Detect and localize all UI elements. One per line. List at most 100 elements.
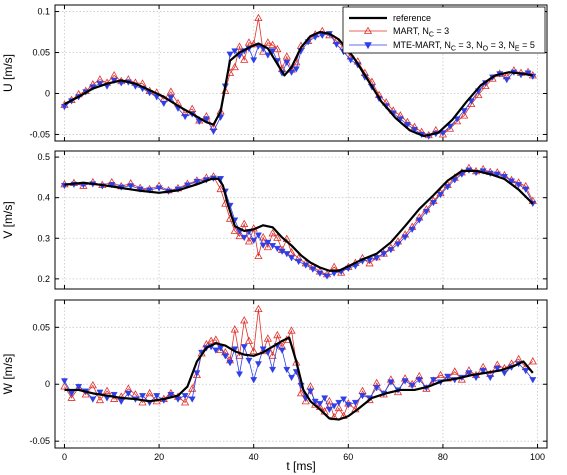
- point-mte-v-65: [522, 186, 530, 193]
- ytick-label-v-2: 0.4: [37, 193, 50, 203]
- point-mte-v-55: [451, 177, 459, 184]
- legend-subscript-mart-0: C: [429, 32, 434, 39]
- point-mte-v-22: [240, 234, 248, 242]
- point-mte-w-68: [465, 370, 473, 377]
- legend-marker-mte: [364, 42, 372, 50]
- point-mte-v-14: [193, 178, 201, 186]
- point-mart-w-41: [296, 388, 306, 397]
- point-mte-w-63: [429, 377, 437, 384]
- point-mart-w-77: [528, 357, 537, 365]
- point-mart-v-23: [244, 237, 254, 245]
- point-mte-w-4: [89, 396, 97, 403]
- point-mart-w-30: [244, 336, 254, 344]
- point-mte-u-29: [250, 57, 258, 64]
- plot-frame-w: [54, 299, 548, 449]
- point-mart-u-15: [166, 87, 176, 95]
- y-axis-label-w: W [m/s]: [1, 354, 15, 395]
- panel-w: -0.05 0 0.05 0 20 40 60 80 100 W [m/s]: [1, 299, 548, 462]
- point-mte-w-0: [60, 378, 68, 385]
- point-mart-w-10: [131, 390, 140, 398]
- point-mart-v-38: [330, 262, 339, 271]
- point-mte-u-54: [403, 122, 411, 129]
- point-mte-v-30: [278, 248, 286, 255]
- legend-text-mte: MTE-MART, N: [393, 40, 451, 50]
- point-mart-w-12: [145, 388, 154, 397]
- ytick-label-w-2: 0.05: [32, 322, 50, 332]
- point-mte-v-44: [373, 255, 381, 262]
- point-mte-w-29: [240, 344, 248, 351]
- xtick-label-w-5: 100: [530, 452, 545, 462]
- point-mte-v-7: [127, 183, 135, 190]
- point-mte-u-37: [288, 69, 296, 76]
- point-mte-v-27: [264, 239, 272, 247]
- point-mart-v-2: [79, 181, 88, 189]
- point-mte-u-68: [503, 77, 511, 84]
- point-mart-w-32: [254, 304, 263, 313]
- point-mte-w-32: [254, 361, 262, 368]
- xtick-label-w-3: 60: [343, 452, 353, 462]
- point-mte-w-39: [288, 374, 296, 382]
- point-mte-w-33: [259, 346, 267, 353]
- point-mte-u-32: [264, 52, 272, 59]
- point-mart-w-35: [268, 351, 277, 359]
- ytick-label-w-1: 0: [45, 379, 50, 389]
- ticks-w: -0.05 0 0.05 0 20 40 60 80 100: [29, 300, 547, 462]
- point-mte-v-10: [155, 185, 163, 192]
- ytick-label-u-2: 0.05: [32, 48, 50, 58]
- point-mte-w-76: [522, 368, 530, 375]
- point-mart-w-39: [287, 326, 296, 334]
- legend-rest-mart-0: = 3: [434, 26, 449, 36]
- point-mart-w-64: [436, 370, 445, 379]
- legend-subscript-mte-2: E: [515, 46, 520, 53]
- point-mte-w-17: [181, 393, 189, 400]
- legend-swatch-mte: [349, 42, 387, 50]
- point-mte-u-46: [347, 57, 355, 64]
- point-mart-v-28: [268, 228, 277, 237]
- panel-u: -0.05 0 0.05 0.1 U [m/s]: [1, 4, 548, 142]
- point-mte-u-59: [439, 130, 447, 137]
- point-mart-w-24: [216, 345, 225, 354]
- legend-subscript-mte-0: C: [451, 46, 456, 53]
- point-mart-w-22: [207, 336, 216, 344]
- point-mte-w-59: [401, 378, 409, 385]
- point-mte-w-49: [335, 399, 343, 407]
- series-line-reference-w: [64, 336, 534, 421]
- point-mart-u-26: [235, 42, 244, 50]
- point-mte-w-45: [316, 401, 324, 408]
- point-mte-w-70: [479, 368, 487, 375]
- point-mart-w-28: [235, 351, 244, 359]
- point-mart-w-3: [81, 390, 90, 398]
- point-mart-v-20: [230, 226, 239, 234]
- point-mte-v-54: [444, 184, 452, 191]
- point-mart-w-27: [230, 325, 239, 333]
- point-mart-v-26: [259, 233, 268, 241]
- point-mte-u-5: [96, 81, 104, 88]
- plot-frame-u: [54, 4, 548, 142]
- point-mte-v-31: [283, 251, 291, 258]
- point-mte-w-28: [236, 371, 243, 378]
- point-mte-w-31: [250, 377, 258, 384]
- point-mart-w-66: [450, 367, 459, 375]
- point-mte-v-53: [437, 191, 445, 199]
- point-mte-v-61: [493, 171, 501, 178]
- panel-v: 0.2 0.3 0.4 0.5 V [m/s]: [1, 150, 548, 290]
- point-mart-w-6: [102, 386, 112, 394]
- point-mart-v-43: [365, 259, 374, 267]
- point-mte-w-53: [359, 393, 366, 400]
- point-mte-w-37: [278, 347, 286, 354]
- point-mart-w-19: [192, 370, 202, 379]
- legend-rest-mte-2: = 5: [520, 40, 535, 50]
- point-mte-w-47: [325, 406, 333, 414]
- y-axis-label-v: V [m/s]: [1, 201, 15, 238]
- point-mte-w-43: [306, 388, 314, 395]
- point-mte-u-62: [460, 108, 468, 115]
- point-mte-w-7: [110, 391, 118, 399]
- point-mte-w-46: [321, 395, 329, 402]
- point-mart-u-30: [254, 13, 263, 22]
- point-mte-w-19: [193, 370, 201, 377]
- plot-area-w: [60, 304, 537, 421]
- point-mart-w-11: [138, 398, 147, 406]
- point-mte-w-11: [139, 393, 146, 400]
- legend-rest-mte-1: = 3, N: [488, 40, 515, 50]
